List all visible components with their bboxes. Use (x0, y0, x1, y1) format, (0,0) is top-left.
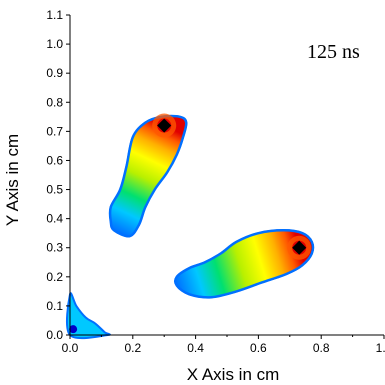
y-tick-label: 0.8 (46, 95, 63, 109)
y-tick-label: 1.1 (46, 8, 63, 22)
y-axis-ticks: 0.0 0.1 0.2 0.3 0.4 0.5 0.6 0.7 0.8 0.9 1.0 1.1 (46, 8, 70, 342)
y-tick-label: 1.0 (46, 37, 63, 51)
y-axis-title: Y Axis in cm (3, 134, 22, 226)
y-tick-label: 0.3 (46, 241, 63, 255)
lower-right-plume-peak-marker (292, 240, 307, 255)
x-tick-label: 0.0 (62, 341, 79, 355)
upper-left-plume-field (108, 114, 188, 238)
time-annotation: 125 ns (307, 41, 360, 63)
x-tick-label: 0.4 (187, 341, 204, 355)
x-tick-label: 0.2 (124, 341, 141, 355)
x-axis-ticks: 0.0 0.2 0.4 0.6 0.8 1.0 (62, 335, 385, 355)
y-tick-label: 0.9 (46, 66, 63, 80)
plot-area (65, 113, 315, 340)
y-tick-label: 0.6 (46, 153, 63, 167)
x-axis-title: X Axis in cm (187, 365, 280, 384)
origin-patch-core (69, 325, 78, 334)
x-tick-label: 0.6 (250, 341, 267, 355)
y-tick-label: 0.0 (46, 328, 63, 342)
y-tick-label: 0.5 (46, 183, 63, 197)
y-tick-label: 0.1 (46, 299, 63, 313)
y-tick-label: 0.7 (46, 124, 63, 138)
y-tick-label: 0.2 (46, 270, 63, 284)
y-tick-label: 0.4 (46, 212, 63, 226)
x-tick-label: 1.0 (376, 341, 385, 355)
x-tick-label: 0.8 (313, 341, 330, 355)
lower-right-plume-field (173, 229, 315, 299)
